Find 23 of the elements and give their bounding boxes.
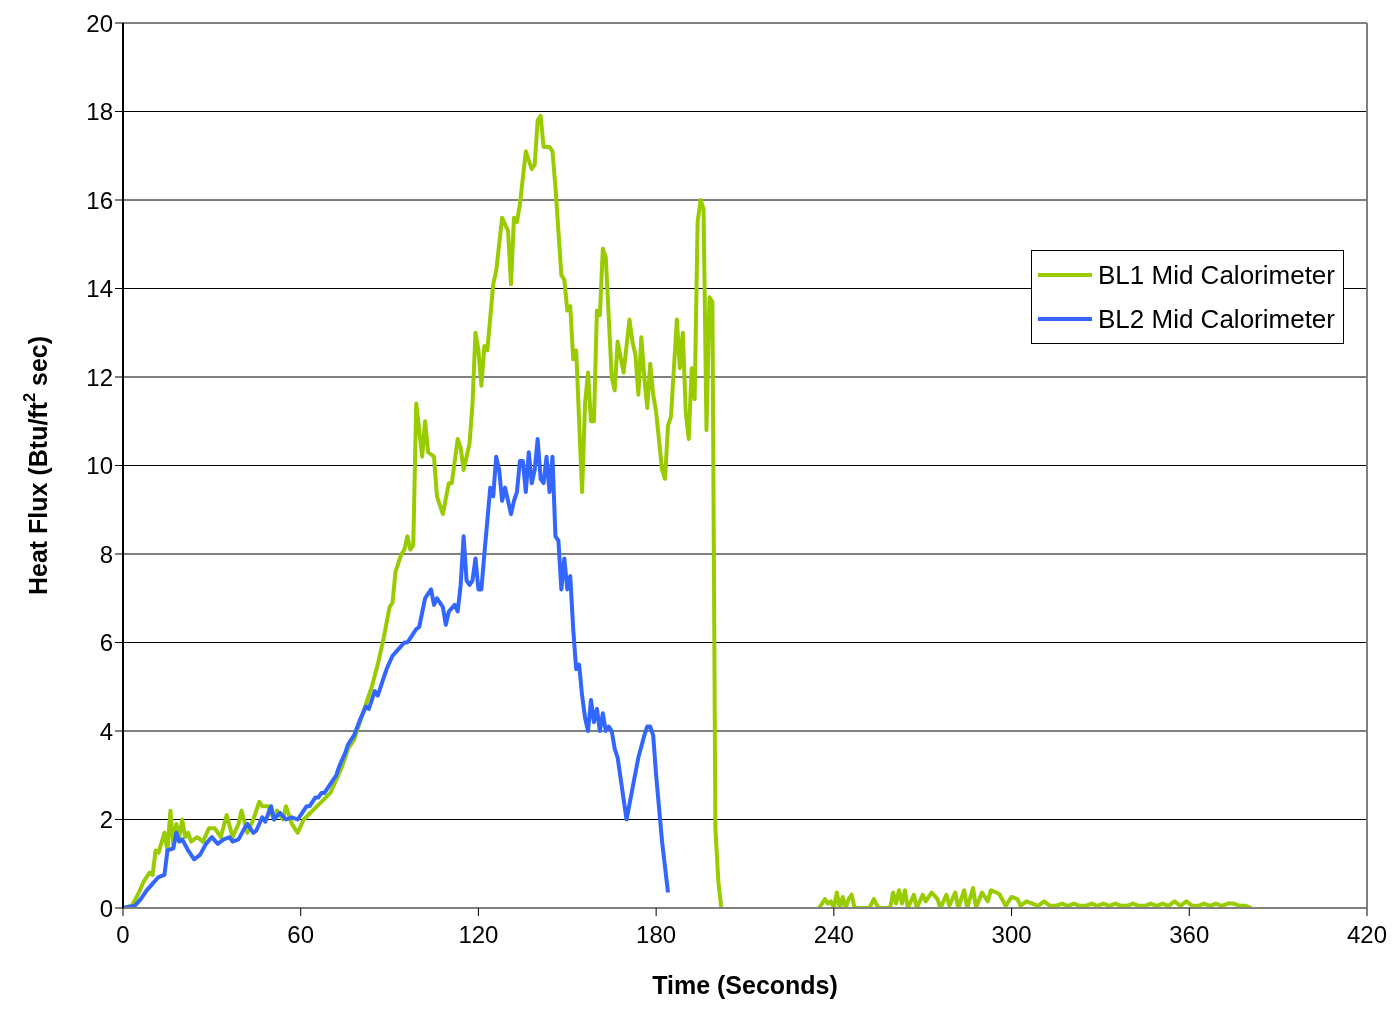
y-tick-label: 10 — [86, 452, 113, 480]
x-tick-label: 60 — [287, 921, 315, 949]
y-tick-label: 20 — [86, 9, 113, 37]
legend-label: BL1 Mid Calorimeter — [1098, 259, 1335, 292]
y-tick-label: 18 — [86, 98, 113, 126]
legend-label: BL2 Mid Calorimeter — [1098, 303, 1335, 336]
x-axis-title: Time (Seconds) — [652, 971, 838, 999]
y-tick-label: 8 — [99, 540, 113, 568]
line-series — [123, 436, 670, 908]
y-tick-label: 14 — [86, 275, 113, 303]
y-tick-label: 16 — [86, 186, 113, 214]
x-tick-label: 360 — [1169, 921, 1210, 949]
x-tick-label: 240 — [813, 921, 854, 949]
y-tick-label: 12 — [86, 363, 113, 391]
x-tick-label: 180 — [636, 921, 677, 949]
x-tick-label: 0 — [116, 921, 130, 949]
y-tick-label: 4 — [99, 717, 113, 745]
x-tick-label: 120 — [458, 921, 499, 949]
y-tick-label: 2 — [99, 806, 113, 834]
x-tick-label: 420 — [1346, 921, 1388, 949]
x-tick-label: 300 — [991, 921, 1032, 949]
y-tick-label: 6 — [99, 629, 113, 657]
y-tick-label: 0 — [99, 894, 113, 922]
